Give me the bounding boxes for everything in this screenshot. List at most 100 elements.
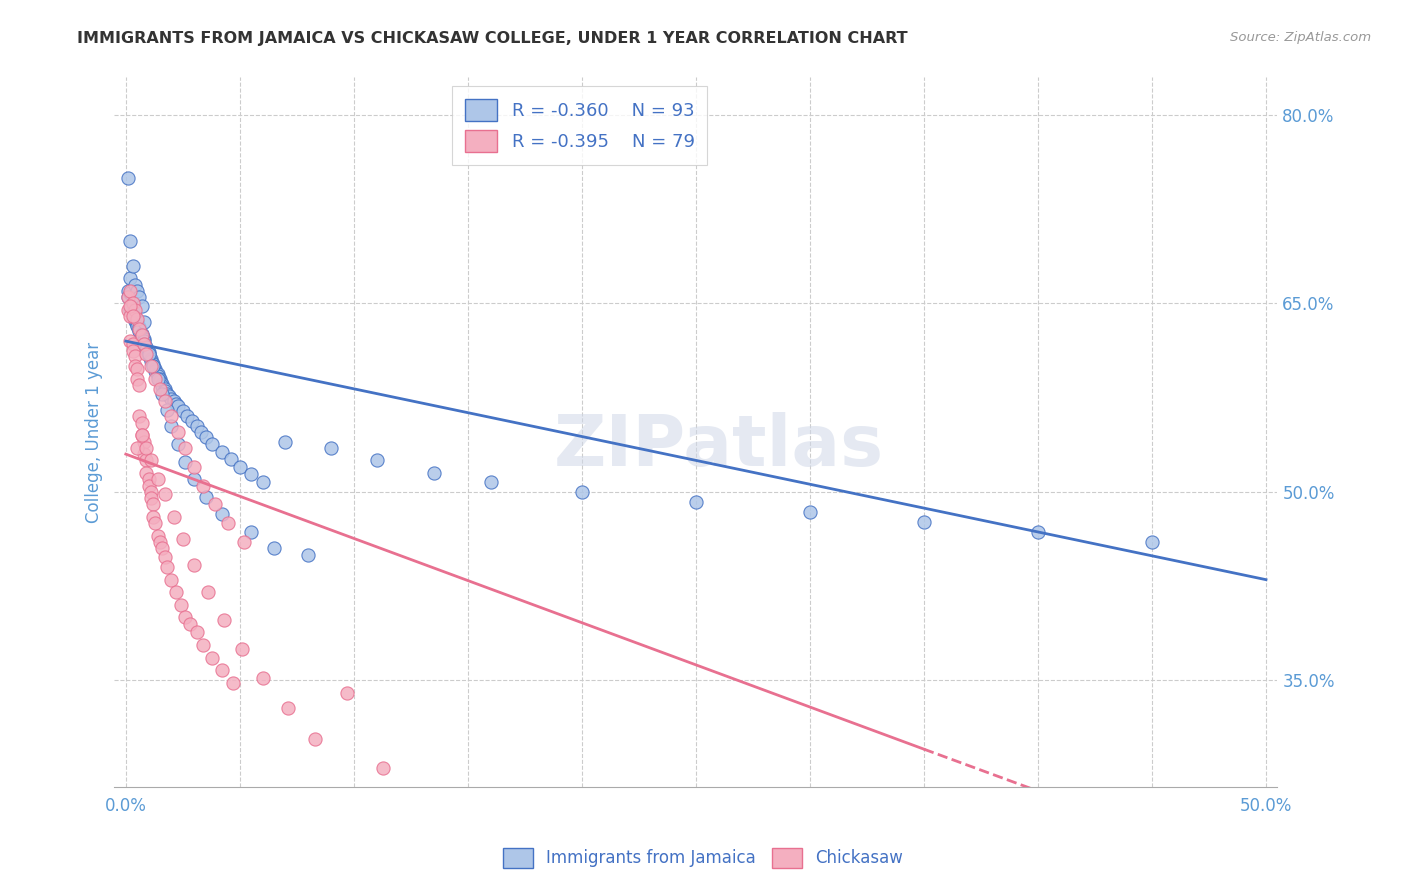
Point xyxy=(138,346,160,360)
Point xyxy=(336,686,359,700)
Point xyxy=(142,497,165,511)
Point xyxy=(117,290,139,304)
Point xyxy=(120,299,142,313)
Point xyxy=(212,613,235,627)
Point xyxy=(153,550,176,565)
Point xyxy=(153,394,176,409)
Point xyxy=(176,409,198,424)
Point xyxy=(160,573,183,587)
Point xyxy=(127,311,149,326)
Point xyxy=(131,428,153,442)
Point xyxy=(127,441,149,455)
Point xyxy=(153,384,176,399)
Point xyxy=(121,344,143,359)
Point xyxy=(571,484,593,499)
Point xyxy=(172,404,194,418)
Point xyxy=(181,414,204,428)
Point xyxy=(149,374,172,388)
Point xyxy=(128,378,150,392)
Point xyxy=(142,357,165,371)
Point xyxy=(149,372,172,386)
Point xyxy=(204,497,226,511)
Point xyxy=(150,379,173,393)
Point xyxy=(124,277,146,292)
Point xyxy=(145,516,167,531)
Point xyxy=(156,403,179,417)
Point xyxy=(131,327,153,342)
Point xyxy=(160,419,183,434)
Point xyxy=(127,319,149,334)
Point xyxy=(138,345,160,359)
Point xyxy=(128,324,150,338)
Point xyxy=(277,700,299,714)
Point xyxy=(186,625,208,640)
Point xyxy=(231,641,253,656)
Point xyxy=(190,425,212,439)
Point xyxy=(153,382,176,396)
Point xyxy=(186,419,208,434)
Point xyxy=(169,598,191,612)
Point xyxy=(145,361,167,376)
Point xyxy=(120,309,142,323)
Point xyxy=(219,452,242,467)
Point xyxy=(127,315,149,329)
Point xyxy=(131,299,153,313)
Point xyxy=(211,508,233,522)
Point xyxy=(201,650,224,665)
Point xyxy=(160,409,183,424)
Point xyxy=(156,560,179,574)
Point xyxy=(132,332,155,346)
Point xyxy=(132,447,155,461)
Text: ZIPatlas: ZIPatlas xyxy=(554,412,884,481)
Point xyxy=(138,349,160,363)
Point xyxy=(139,351,162,366)
Point xyxy=(912,515,935,529)
Point xyxy=(146,529,169,543)
Point xyxy=(304,732,326,747)
Point xyxy=(366,453,388,467)
Point xyxy=(142,359,165,374)
Point xyxy=(319,441,342,455)
Point xyxy=(167,425,190,439)
Point xyxy=(146,367,169,381)
Point xyxy=(128,409,150,424)
Point xyxy=(422,466,444,480)
Point xyxy=(172,533,194,547)
Point xyxy=(146,472,169,486)
Point xyxy=(149,535,172,549)
Point xyxy=(121,336,143,351)
Point xyxy=(193,638,215,652)
Point xyxy=(138,346,160,360)
Point xyxy=(252,475,274,489)
Point xyxy=(156,387,179,401)
Point xyxy=(1026,524,1049,539)
Point xyxy=(117,284,139,298)
Point xyxy=(240,524,263,539)
Point xyxy=(149,382,172,396)
Point xyxy=(153,487,176,501)
Point xyxy=(138,472,160,486)
Point xyxy=(139,484,162,499)
Point xyxy=(160,392,183,406)
Point xyxy=(128,321,150,335)
Point xyxy=(132,315,155,329)
Point xyxy=(121,299,143,313)
Point xyxy=(150,387,173,401)
Point xyxy=(174,610,197,624)
Point xyxy=(1140,535,1163,549)
Point xyxy=(297,548,319,562)
Point xyxy=(145,364,167,378)
Point xyxy=(139,491,162,505)
Point xyxy=(131,326,153,341)
Point xyxy=(252,671,274,685)
Point xyxy=(124,349,146,363)
Point xyxy=(139,453,162,467)
Point xyxy=(135,346,157,360)
Point xyxy=(132,334,155,348)
Point xyxy=(211,444,233,458)
Point xyxy=(121,306,143,320)
Point xyxy=(229,459,252,474)
Point xyxy=(150,376,173,391)
Point xyxy=(217,516,239,531)
Point xyxy=(124,314,146,328)
